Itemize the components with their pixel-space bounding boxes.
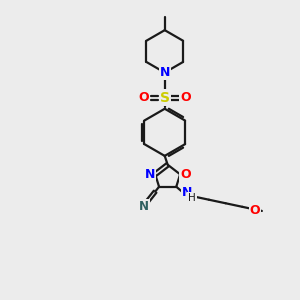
Text: O: O [139,91,149,104]
Text: O: O [250,204,260,217]
Text: N: N [160,66,170,79]
Text: N: N [145,168,155,181]
Text: N: N [139,200,149,213]
Text: N: N [182,186,192,199]
Text: H: H [188,193,196,203]
Text: O: O [180,168,191,181]
Text: O: O [180,91,190,104]
Text: S: S [160,91,170,105]
